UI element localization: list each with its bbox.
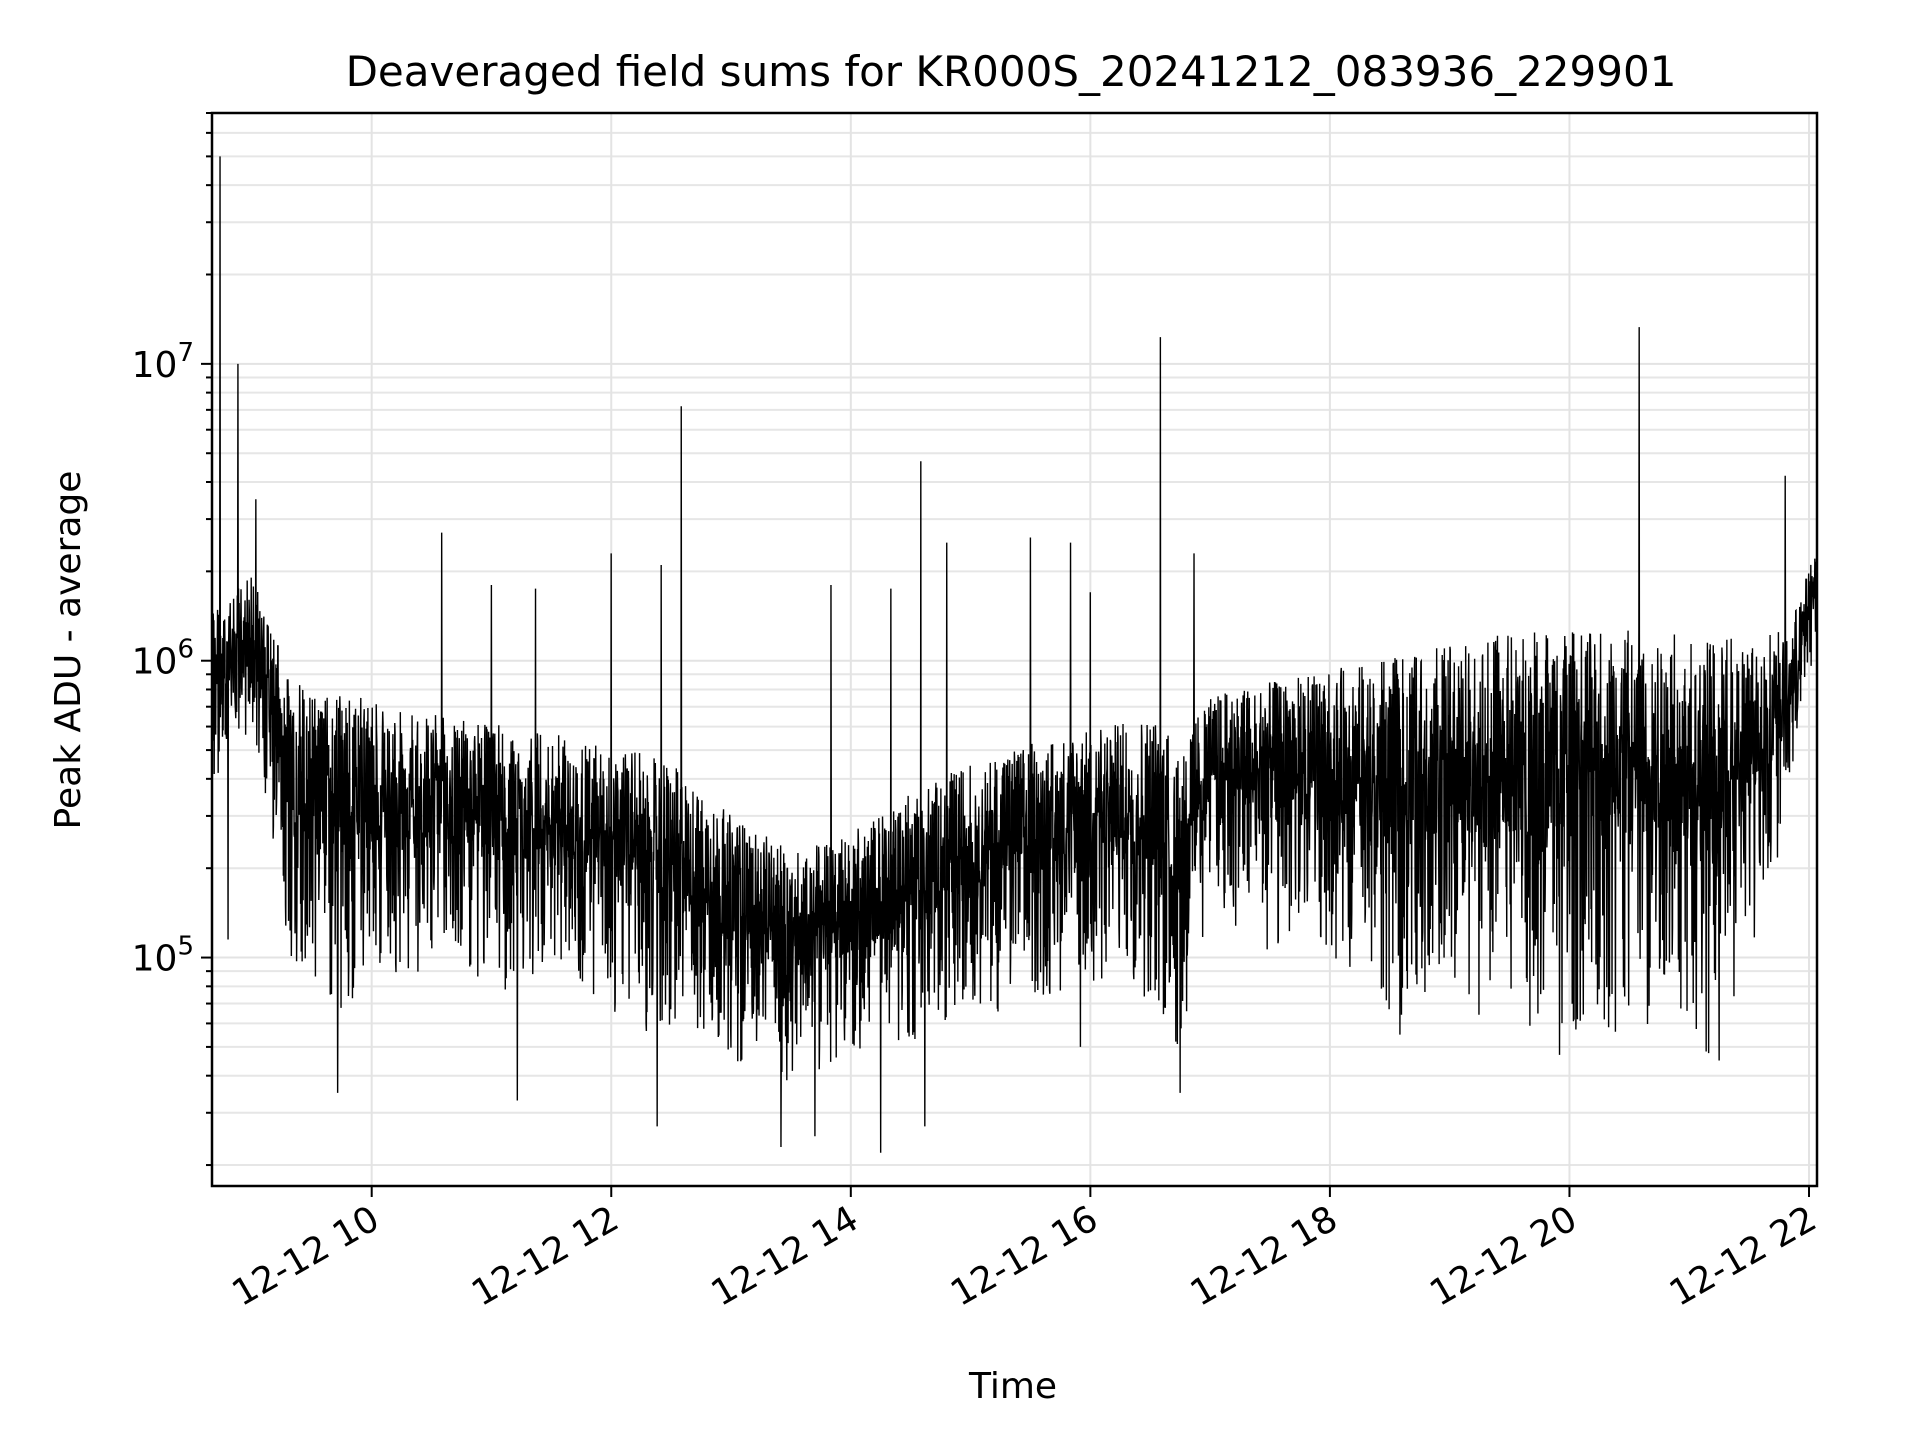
y-axis: 105 106 107 bbox=[132, 112, 212, 1167]
chart-title: Deaveraged field sums for KR000S_2024121… bbox=[346, 47, 1677, 96]
x-axis-label: Time bbox=[968, 1366, 1057, 1407]
y-tick-label: 106 bbox=[132, 635, 194, 683]
major-grid bbox=[212, 113, 1817, 1186]
series-line bbox=[211, 156, 1818, 1153]
y-tick-label: 105 bbox=[132, 932, 194, 980]
plot-frame bbox=[210, 111, 1819, 1188]
y-tick-label: 107 bbox=[132, 338, 194, 386]
y-axis-label: Peak ADU - average bbox=[48, 471, 89, 830]
plot-series bbox=[211, 156, 1818, 1153]
